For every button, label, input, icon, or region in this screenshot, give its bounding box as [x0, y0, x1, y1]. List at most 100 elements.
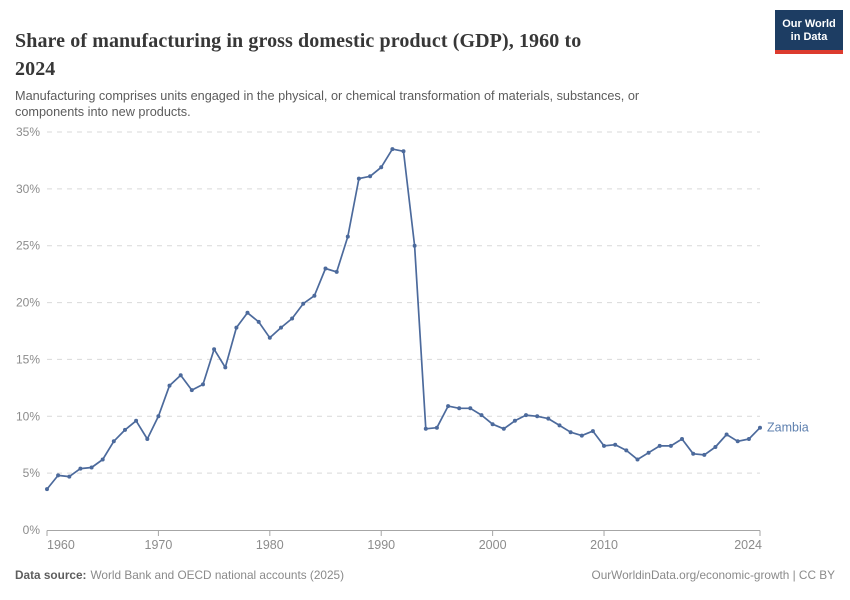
data-point[interactable]	[735, 439, 740, 444]
data-point[interactable]	[412, 243, 417, 248]
owid-logo-line2: in Data	[790, 31, 828, 43]
data-point[interactable]	[446, 404, 451, 409]
y-axis-label: 10%	[16, 409, 40, 423]
data-point[interactable]	[457, 406, 462, 411]
x-axis-label: 1970	[145, 538, 173, 552]
data-point[interactable]	[234, 325, 239, 330]
x-axis-label: 1980	[256, 538, 284, 552]
data-point[interactable]	[67, 474, 72, 479]
data-point[interactable]	[156, 414, 161, 419]
data-point[interactable]	[691, 451, 696, 456]
chart-title-line1: Share of manufacturing in gross domestic…	[15, 30, 582, 53]
x-axis-label: 1990	[367, 538, 395, 552]
data-point[interactable]	[680, 437, 684, 441]
data-point[interactable]	[524, 413, 528, 418]
data-point[interactable]	[189, 388, 194, 393]
data-point[interactable]	[123, 427, 127, 432]
series-end-label[interactable]: Zambia	[767, 421, 809, 435]
data-point[interactable]	[724, 432, 729, 437]
x-axis-label: 2000	[479, 538, 507, 552]
data-source-value: World Bank and OECD national accounts (2…	[90, 568, 345, 582]
data-point[interactable]	[713, 445, 718, 449]
y-axis-label: 20%	[16, 296, 40, 310]
owid-logo[interactable]: Our World in Data	[775, 10, 843, 54]
data-point[interactable]	[212, 347, 217, 352]
license-note: OurWorldinData.org/economic-growth | CC …	[592, 568, 835, 582]
data-point[interactable]	[635, 457, 640, 462]
chart-title-line2: 2024	[15, 58, 56, 81]
data-source-label: Data source:	[15, 568, 87, 582]
x-axis-label: 1960	[47, 538, 75, 552]
data-point[interactable]	[401, 149, 406, 154]
chart-footer: Data source: World Bank and OECD national…	[15, 568, 835, 582]
data-point[interactable]	[178, 373, 183, 378]
data-point[interactable]	[134, 418, 139, 423]
data-point[interactable]	[434, 425, 439, 430]
data-point[interactable]	[512, 418, 517, 423]
data-point[interactable]	[56, 473, 61, 478]
data-point[interactable]	[111, 439, 116, 444]
data-point[interactable]	[334, 269, 339, 274]
data-point[interactable]	[256, 319, 261, 324]
chart-subtitle-line2: components into new products.	[15, 105, 191, 120]
data-point[interactable]	[546, 416, 551, 421]
data-point[interactable]	[379, 165, 384, 170]
data-point[interactable]	[746, 437, 751, 441]
y-axis-label: 0%	[23, 523, 41, 537]
data-source: Data source: World Bank and OECD national…	[15, 568, 344, 582]
data-point[interactable]	[356, 176, 361, 181]
chart-title: Share of manufacturing in gross domestic…	[15, 27, 581, 83]
data-point[interactable]	[668, 443, 673, 448]
x-axis-label: 2024	[734, 538, 762, 552]
data-point[interactable]	[312, 293, 317, 298]
x-axis-label: 2010	[590, 538, 618, 552]
data-point[interactable]	[468, 406, 473, 411]
data-point[interactable]	[702, 452, 707, 457]
data-point[interactable]	[535, 414, 540, 419]
owid-url-link[interactable]: OurWorldinData.org/economic-growth	[591, 568, 790, 582]
data-point[interactable]	[557, 423, 562, 428]
data-point[interactable]	[501, 426, 506, 431]
data-point[interactable]	[279, 325, 283, 330]
data-point[interactable]	[45, 487, 49, 492]
data-point[interactable]	[490, 422, 495, 427]
data-point[interactable]	[646, 450, 651, 455]
data-point[interactable]	[368, 174, 373, 179]
data-point[interactable]	[579, 433, 584, 438]
data-point[interactable]	[345, 234, 350, 239]
data-point[interactable]	[167, 383, 172, 388]
data-point[interactable]	[613, 442, 618, 447]
data-point[interactable]	[89, 465, 94, 470]
data-point[interactable]	[390, 147, 395, 152]
data-point[interactable]	[245, 310, 250, 315]
data-point[interactable]	[423, 426, 428, 431]
license-suffix: | CC BY	[789, 568, 835, 582]
y-axis-label: 15%	[16, 352, 40, 366]
data-point[interactable]	[100, 457, 105, 462]
data-point[interactable]	[267, 335, 272, 340]
data-point[interactable]	[568, 430, 573, 435]
y-axis-label: 5%	[23, 466, 41, 480]
data-point[interactable]	[602, 443, 606, 448]
data-point[interactable]	[145, 437, 150, 441]
y-axis-label: 30%	[16, 182, 40, 196]
data-point[interactable]	[624, 448, 629, 453]
chart-subtitle-line1: Manufacturing comprises units engaged in…	[15, 88, 640, 103]
data-point[interactable]	[223, 365, 228, 370]
y-axis-label: 35%	[16, 125, 40, 139]
chart-subtitle: Manufacturing comprises units engaged in…	[15, 88, 639, 121]
data-point[interactable]	[590, 429, 595, 434]
line-series-zambia[interactable]	[46, 148, 761, 490]
data-point[interactable]	[758, 425, 762, 430]
data-point[interactable]	[290, 316, 295, 321]
data-point[interactable]	[323, 266, 328, 271]
data-point[interactable]	[657, 443, 662, 448]
data-point[interactable]	[201, 382, 205, 387]
owid-logo-line1: Our World	[782, 18, 836, 30]
y-axis-label: 25%	[16, 239, 40, 253]
data-point[interactable]	[479, 413, 484, 418]
data-point[interactable]	[301, 301, 306, 306]
data-point[interactable]	[78, 466, 83, 471]
